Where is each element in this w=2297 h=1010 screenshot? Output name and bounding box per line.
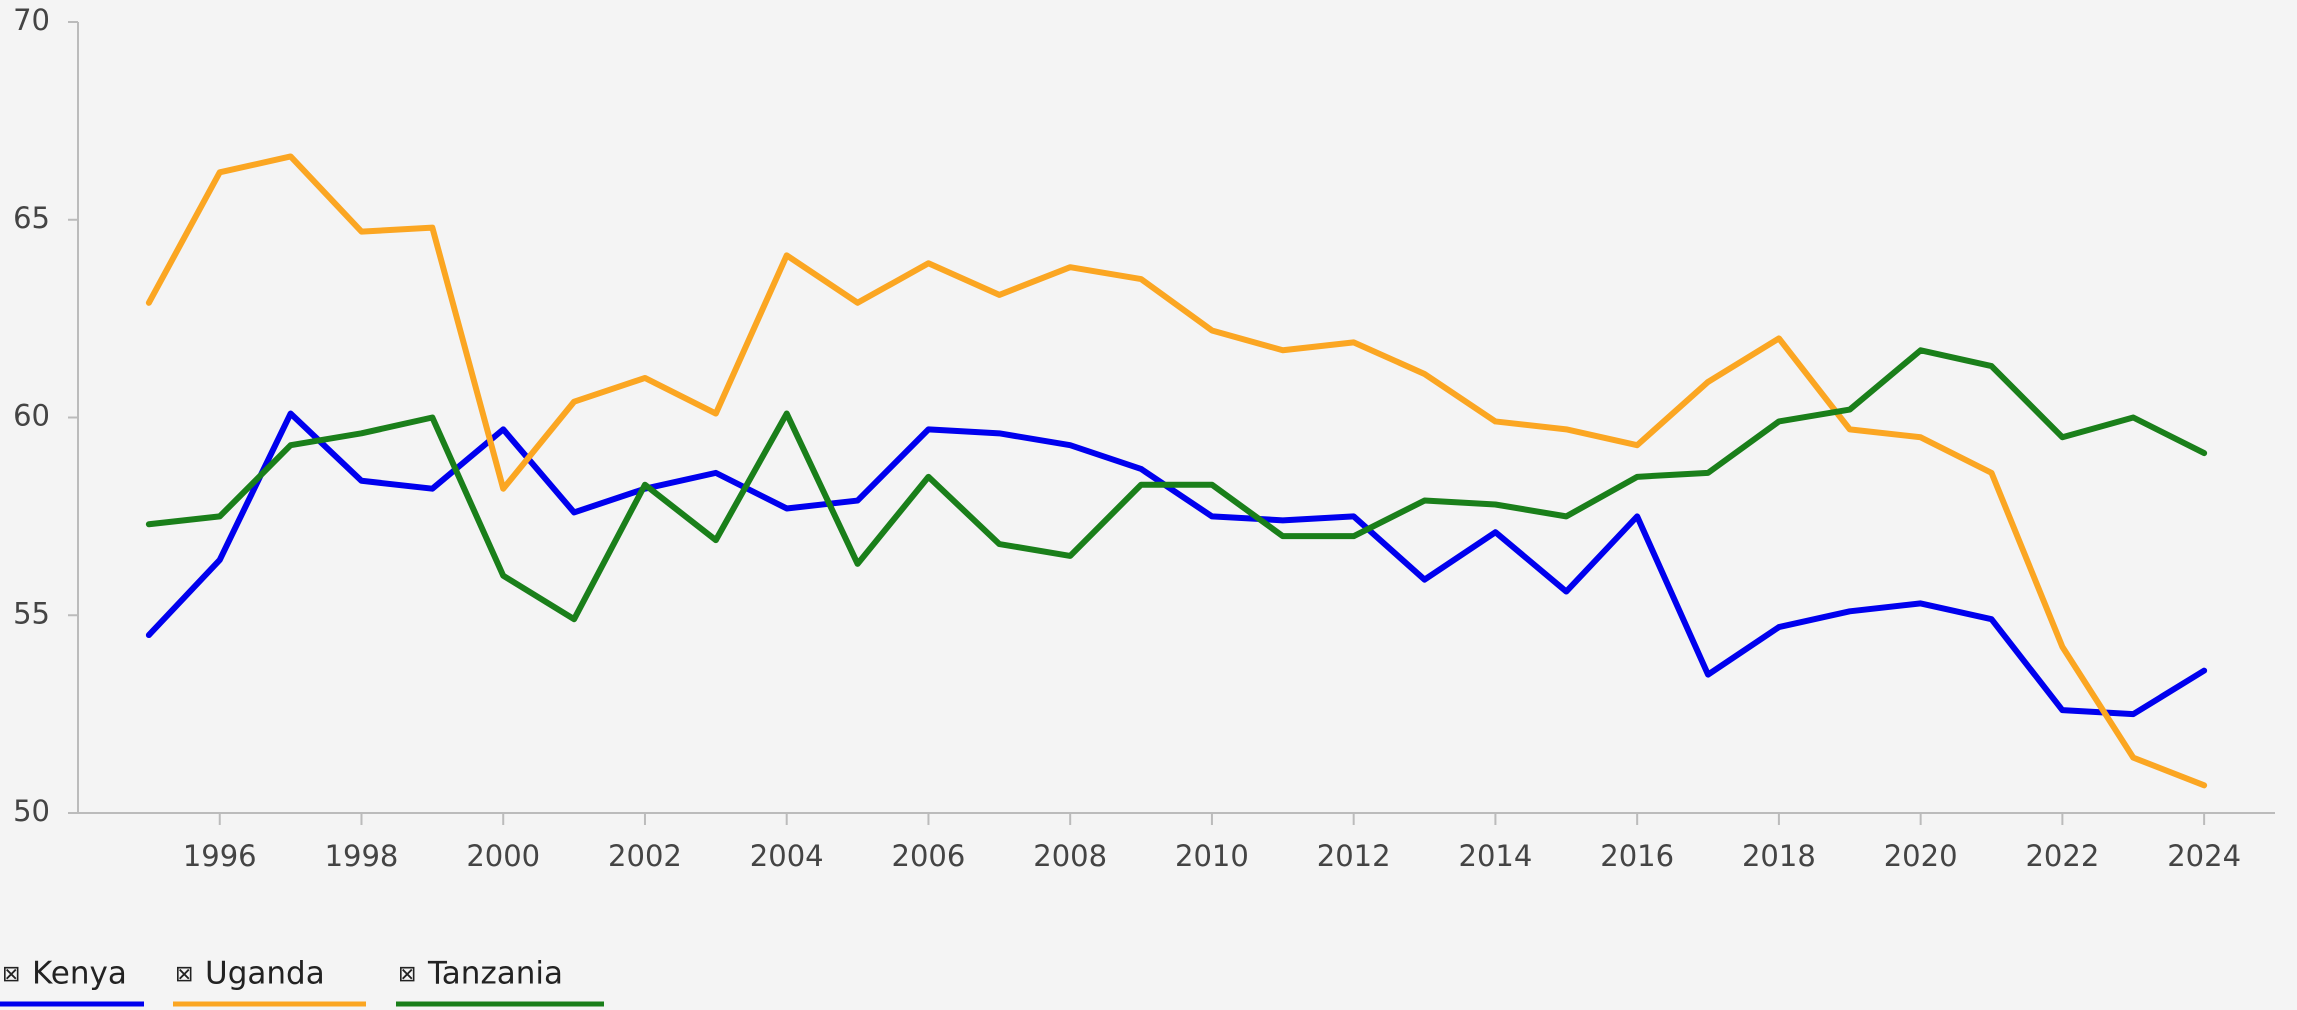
- legend-checkbox: ⊠: [2, 962, 20, 987]
- x-tick-label: 2016: [1600, 839, 1674, 873]
- x-tick-label: 2012: [1317, 839, 1391, 873]
- legend-checkbox: ⊠: [398, 962, 416, 987]
- x-tick-label: 2002: [608, 839, 682, 873]
- legend-label: Uganda: [205, 956, 325, 992]
- legend-label: Kenya: [32, 956, 127, 992]
- x-tick-label: 2024: [2167, 839, 2241, 873]
- x-tick-label: 2018: [1742, 839, 1816, 873]
- x-tick-label: 2022: [2025, 839, 2099, 873]
- x-tick-label: 2020: [1884, 839, 1958, 873]
- x-tick-label: 2014: [1459, 839, 1533, 873]
- x-tick-label: 2000: [466, 839, 540, 873]
- x-tick-label: 2008: [1033, 839, 1107, 873]
- legend-item[interactable]: ⊠ Kenya: [0, 956, 144, 1007]
- x-tick-label: 2006: [892, 839, 966, 873]
- line-series: [145, 153, 2208, 789]
- x-tick-label: 2010: [1175, 839, 1249, 873]
- x-tick-label: 1996: [183, 839, 257, 873]
- y-tick-label: 50: [13, 794, 50, 828]
- y-tick-label: 55: [13, 596, 50, 630]
- legend-checkbox: ⊠: [175, 962, 193, 987]
- legend-item[interactable]: ⊠ Uganda: [173, 956, 366, 1007]
- legend-item[interactable]: ⊠ Tanzania: [396, 956, 604, 1007]
- x-tick-label: 1998: [325, 839, 399, 873]
- line-series: [145, 347, 2208, 623]
- line-series: [145, 410, 2208, 718]
- legend-label: Tanzania: [427, 956, 563, 992]
- y-tick-label: 70: [13, 3, 50, 37]
- y-tick-label: 65: [13, 201, 50, 235]
- y-tick-label: 60: [13, 399, 50, 433]
- x-tick-label: 2004: [750, 839, 824, 873]
